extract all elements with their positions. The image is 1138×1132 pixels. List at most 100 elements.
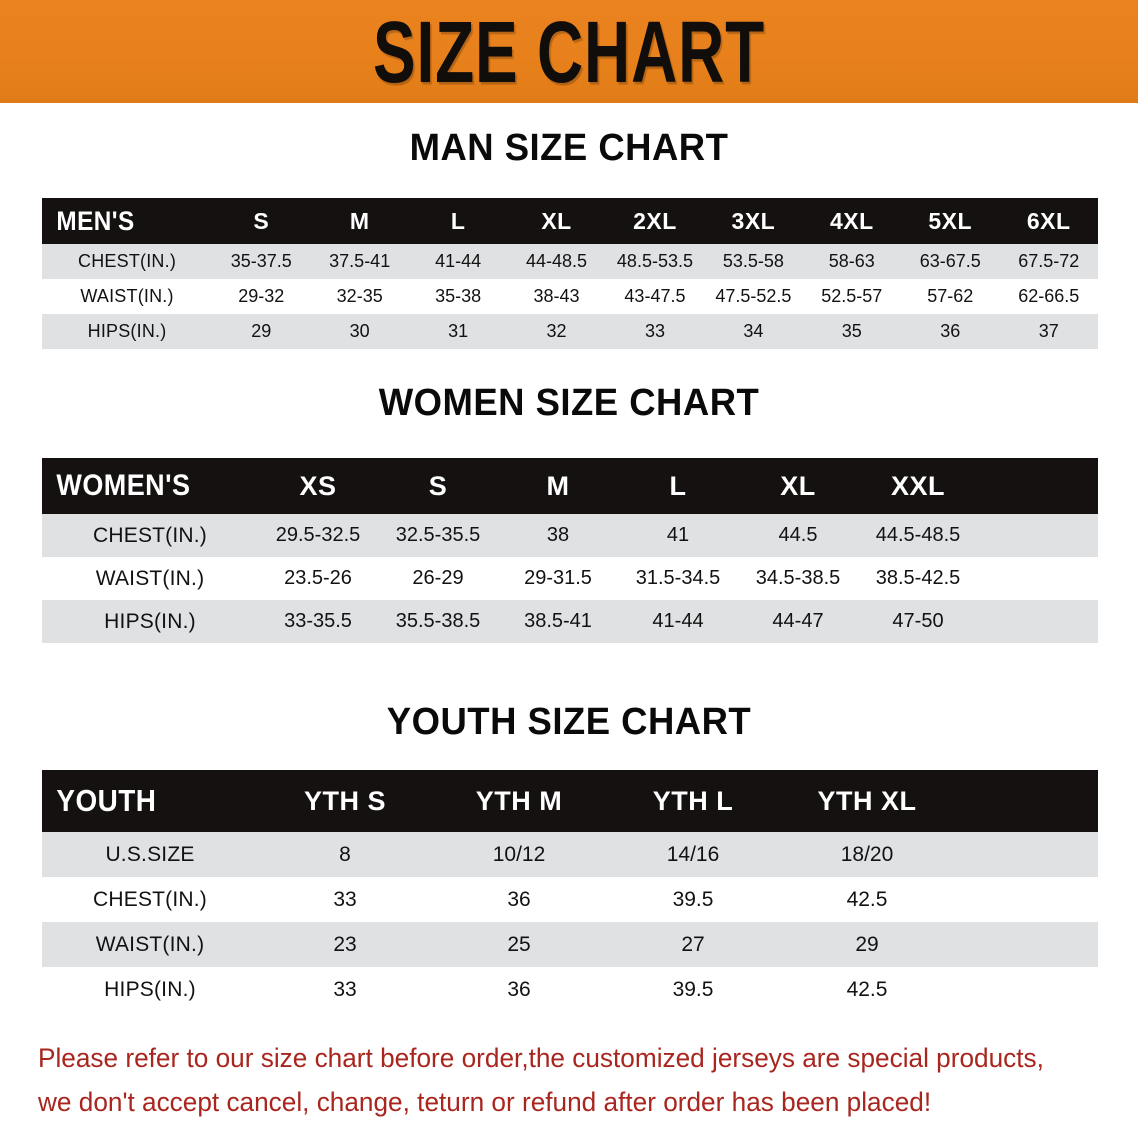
men-column-header: 3XL (731, 207, 776, 234)
youth-cell: 25 (432, 922, 606, 967)
men-cell: 35-37.5 (212, 244, 311, 279)
page-banner: SIZE CHART (0, 0, 1138, 103)
men-column-header: L (450, 207, 466, 234)
men-cell: 34 (704, 314, 803, 349)
women-table-row: WAIST(IN.) 23.5-26 26-29 29-31.5 31.5-34.5 34… (42, 557, 1098, 600)
youth-cell: 8 (258, 832, 432, 877)
men-cell: 30 (310, 314, 409, 349)
women-cell-spacer (978, 514, 1098, 557)
youth-cell: 36 (432, 877, 606, 922)
women-cell: 41-44 (618, 600, 738, 643)
women-cell: 26-29 (378, 557, 498, 600)
youth-table-row: HIPS(IN.) 33 36 39.5 42.5 (42, 967, 1098, 1012)
men-cell: 37.5-41 (310, 244, 409, 279)
women-header-row: WOMEN'S XS S M L XL XXL (42, 458, 1098, 514)
women-column-header: S (428, 470, 448, 501)
men-cell: 44-48.5 (507, 244, 606, 279)
men-cell: 37 (999, 314, 1098, 349)
youth-header-row: YOUTH YTH S YTH M YTH L YTH XL (42, 770, 1098, 832)
women-cell: 41 (618, 514, 738, 557)
youth-corner-label: YOUTH (56, 783, 157, 818)
men-table-row: WAIST(IN.) 29-32 32-35 35-38 38-43 43-47.5 47.… (42, 279, 1098, 314)
youth-size-table: YOUTH YTH S YTH M YTH L YTH XL U.S.SIZE 8 10/1… (42, 770, 1098, 1012)
man-section-title: MAN SIZE CHART (409, 127, 729, 169)
youth-table-row: WAIST(IN.) 23 25 27 29 (42, 922, 1098, 967)
youth-cell: 27 (606, 922, 780, 967)
women-table-body: CHEST(IN.) 29.5-32.5 32.5-35.5 38 41 44.5 44.5… (42, 514, 1098, 643)
men-column-header: S (253, 207, 270, 234)
women-cell: 29.5-32.5 (258, 514, 378, 557)
disclaimer-line-1: Please refer to our size chart before or… (38, 1043, 1044, 1073)
youth-cell: 33 (258, 877, 432, 922)
men-cell: 35-38 (408, 279, 508, 314)
women-cell-spacer (978, 600, 1098, 643)
youth-cell: 33 (258, 967, 432, 1012)
men-header-row: MEN'S S M L XL 2XL 3XL 4XL 5XL 6XL (42, 198, 1098, 244)
youth-table-row: CHEST(IN.) 33 36 39.5 42.5 (42, 877, 1098, 922)
youth-table-body: U.S.SIZE 8 10/12 14/16 18/20 CHEST(IN.) 33 36 3… (42, 832, 1098, 1012)
banner-title: SIZE CHART (373, 2, 765, 101)
youth-cell: 10/12 (432, 832, 606, 877)
men-column-header: 2XL (633, 207, 677, 234)
women-column-header: XL (780, 470, 816, 501)
women-row-label: CHEST(IN.) (42, 514, 258, 557)
men-cell: 57-62 (901, 279, 1000, 314)
men-cell: 32 (507, 314, 606, 349)
youth-cell: 39.5 (606, 967, 780, 1012)
men-cell: 47.5-52.5 (704, 279, 803, 314)
men-column-header: M (349, 207, 370, 234)
men-table-row: HIPS(IN.) 29 30 31 32 33 34 35 36 37 (42, 314, 1098, 349)
youth-cell: 36 (432, 967, 606, 1012)
men-column-header: XL (541, 207, 572, 234)
men-cell: 33 (605, 314, 705, 349)
youth-cell: 14/16 (606, 832, 780, 877)
women-row-label: WAIST(IN.) (42, 557, 258, 600)
women-column-header: XXL (890, 470, 945, 501)
women-cell: 32.5-35.5 (378, 514, 498, 557)
women-section-title: WOMEN SIZE CHART (378, 382, 760, 424)
youth-cell: 18/20 (780, 832, 954, 877)
youth-cell-spacer (954, 967, 1098, 1012)
youth-row-label: WAIST(IN.) (42, 922, 258, 967)
men-cell: 58-63 (802, 244, 902, 279)
women-cell: 44-47 (738, 600, 858, 643)
women-cell: 34.5-38.5 (738, 557, 858, 600)
disclaimer-line-2: we don't accept cancel, change, teturn o… (38, 1087, 932, 1117)
youth-row-label: U.S.SIZE (42, 832, 258, 877)
women-column-header: L (669, 470, 687, 501)
men-column-header: 4XL (829, 207, 874, 234)
women-cell-spacer (978, 557, 1098, 600)
women-cell: 35.5-38.5 (378, 600, 498, 643)
youth-cell: 42.5 (780, 967, 954, 1012)
women-cell: 33-35.5 (258, 600, 378, 643)
men-cell: 43-47.5 (605, 279, 705, 314)
youth-cell: 39.5 (606, 877, 780, 922)
men-cell: 29-32 (212, 279, 311, 314)
women-cell: 44.5-48.5 (858, 514, 978, 557)
men-column-header: 5XL (928, 207, 973, 234)
women-cell: 29-31.5 (498, 557, 618, 600)
men-cell: 67.5-72 (999, 244, 1098, 279)
men-cell: 31 (408, 314, 508, 349)
youth-row-label: HIPS(IN.) (42, 967, 258, 1012)
youth-table-row: U.S.SIZE 8 10/12 14/16 18/20 (42, 832, 1098, 877)
youth-column-header: YTH XL (817, 785, 917, 816)
men-table-row: CHEST(IN.) 35-37.5 37.5-41 41-44 44-48.5 48.5… (42, 244, 1098, 279)
women-cell: 23.5-26 (258, 557, 378, 600)
youth-section-title: YOUTH SIZE CHART (386, 701, 752, 743)
men-corner-label: MEN'S (56, 205, 135, 236)
men-cell: 38-43 (507, 279, 606, 314)
women-table-header: WOMEN'S XS S M L XL XXL (42, 458, 1098, 514)
youth-cell-spacer (954, 832, 1098, 877)
youth-cell: 23 (258, 922, 432, 967)
youth-cell: 42.5 (780, 877, 954, 922)
women-cell: 47-50 (858, 600, 978, 643)
youth-cell: 29 (780, 922, 954, 967)
men-column-header: 6XL (1026, 207, 1071, 234)
women-cell: 38.5-42.5 (858, 557, 978, 600)
youth-column-header: YTH L (652, 785, 734, 816)
women-cell: 44.5 (738, 514, 858, 557)
women-row-label: HIPS(IN.) (42, 600, 258, 643)
men-table-header: MEN'S S M L XL 2XL 3XL 4XL 5XL 6XL (42, 198, 1098, 244)
